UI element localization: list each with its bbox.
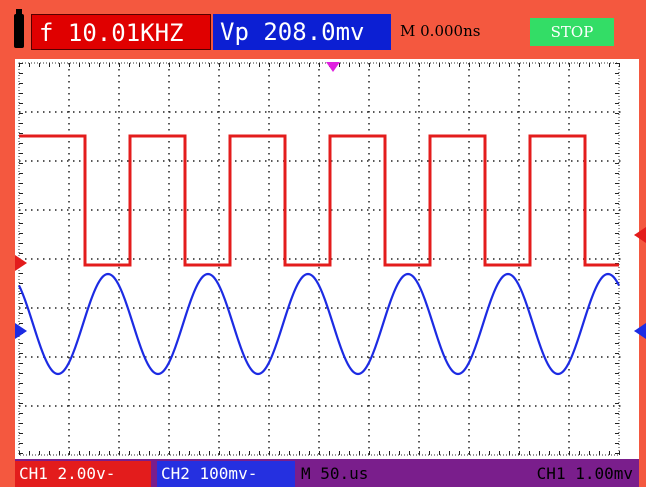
ch2-trigger-level-marker-icon[interactable] xyxy=(634,323,646,339)
graticule-and-traces xyxy=(18,62,621,456)
ch2-sine-wave-trace xyxy=(18,272,620,376)
timebase-readout[interactable]: M 50.us xyxy=(301,464,369,483)
battery-icon xyxy=(14,9,24,48)
bottom-status-bar: CH1 2.00v- CH2 100mv- M 50.us CH1 1.00mv xyxy=(15,459,639,487)
time-position-readout: M 0.000ns xyxy=(400,22,481,40)
ch1-scale-readout[interactable]: CH1 2.00v- xyxy=(15,461,151,487)
graticule xyxy=(18,62,621,456)
ch2-scale-readout[interactable]: CH2 100mv- xyxy=(157,461,295,487)
trigger-marker-icon[interactable] xyxy=(326,62,340,72)
ch1-level-marker-icon[interactable] xyxy=(15,255,27,271)
top-status-bar: f 10.01KHZ Vp 208.0mv M 0.000ns STOP xyxy=(0,0,646,56)
frequency-readout: f 10.01KHZ xyxy=(31,14,211,50)
vpeak-readout: Vp 208.0mv xyxy=(213,14,391,50)
waveform-display xyxy=(15,59,639,459)
ch1-trigger-level-marker-icon[interactable] xyxy=(634,227,646,243)
ch2-level-marker-icon[interactable] xyxy=(15,323,27,339)
stop-button[interactable]: STOP xyxy=(530,18,614,46)
trigger-readout[interactable]: CH1 1.00mv xyxy=(536,464,633,483)
ch1-square-wave-trace xyxy=(19,134,619,267)
